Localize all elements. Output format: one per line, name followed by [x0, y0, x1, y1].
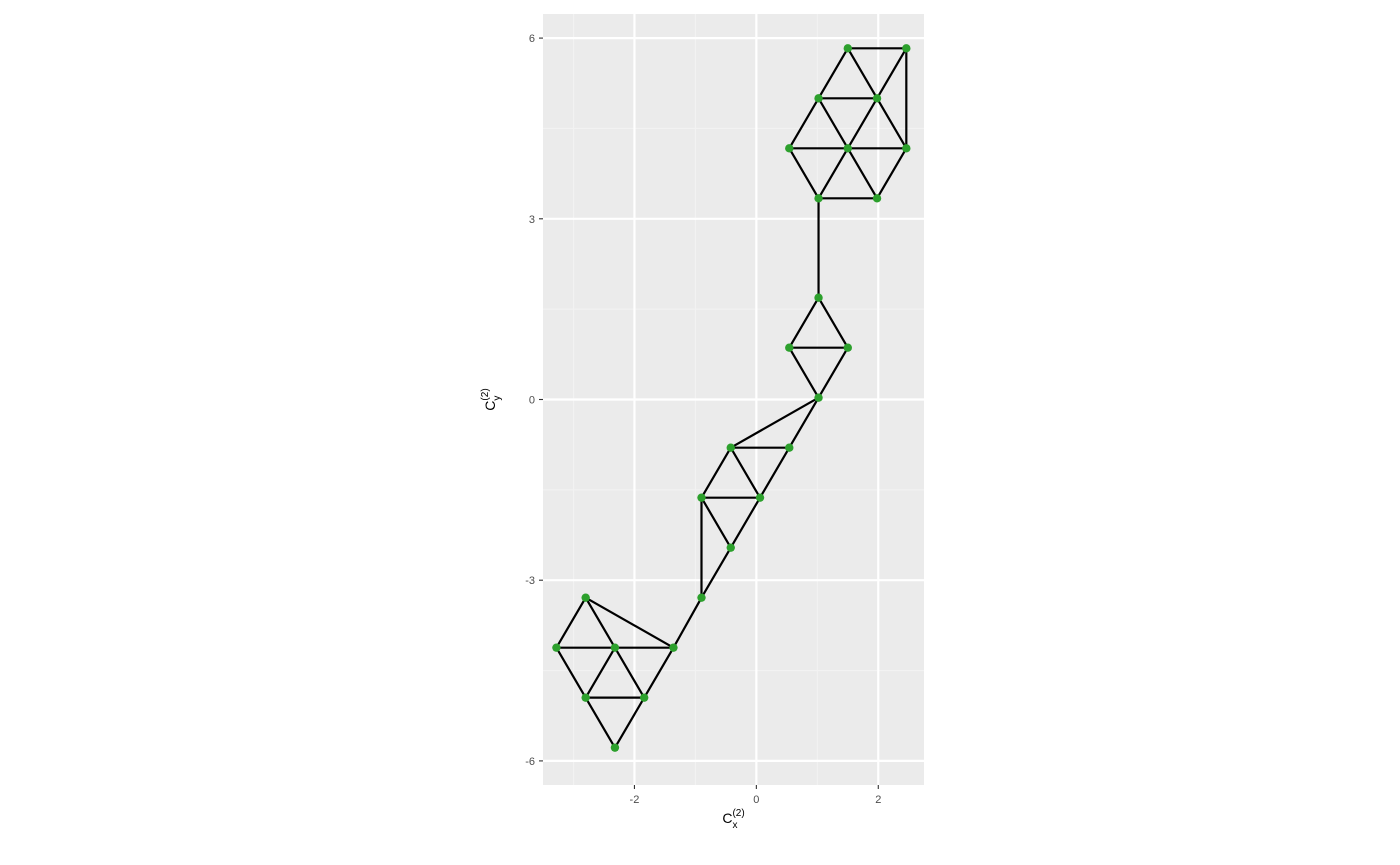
graph-edges — [555, 47, 908, 749]
graph-edge — [584, 596, 617, 649]
graph-edge — [729, 396, 820, 449]
graph-node — [552, 643, 561, 652]
graph-node — [814, 393, 823, 402]
graph-node — [785, 343, 794, 352]
y-axis-title: Cy(2) — [480, 388, 503, 410]
graph-edge — [613, 646, 646, 699]
graph-node — [785, 443, 794, 452]
x-tick-label: 0 — [753, 794, 759, 806]
graph-node — [581, 693, 590, 702]
graph-edge — [584, 696, 617, 749]
graph-edge — [788, 346, 820, 399]
graph-node — [814, 293, 823, 302]
x-tick-label: 2 — [875, 794, 881, 806]
graph-node — [726, 443, 735, 452]
graph-node — [610, 643, 620, 652]
major-gridlines — [543, 14, 924, 785]
graph-nodes — [552, 44, 911, 752]
graph-node — [902, 144, 911, 153]
graph-node — [697, 493, 706, 502]
graph-node — [639, 693, 649, 702]
graph-node — [610, 743, 620, 752]
graph-edge — [672, 596, 703, 649]
graph-node — [902, 44, 911, 53]
graph-edge — [817, 296, 849, 349]
graph-node — [581, 593, 590, 602]
graph-edge — [817, 346, 849, 399]
y-tick-label: 0 — [529, 395, 535, 407]
graph-edge — [555, 646, 587, 699]
graph-edge — [788, 296, 820, 349]
x-tick-label: -2 — [630, 794, 640, 806]
graph-node — [872, 194, 882, 203]
graph-node — [872, 94, 882, 103]
graph-edge — [729, 446, 762, 499]
graph-edge — [584, 596, 675, 649]
graph-edge — [758, 446, 791, 499]
graph-node — [814, 94, 823, 103]
x-axis: -2 0 2 — [630, 785, 881, 806]
graph-edge — [700, 546, 732, 599]
graph-node — [843, 144, 852, 153]
y-tick-label: -3 — [525, 575, 535, 587]
y-tick-label: 3 — [529, 214, 535, 226]
graph-node — [755, 493, 765, 502]
graph-edge — [817, 47, 849, 100]
y-tick-label: 6 — [529, 33, 535, 45]
graph-node — [843, 343, 852, 352]
graph-edge — [846, 97, 879, 150]
graph-edge — [846, 147, 879, 200]
graph-edge — [788, 396, 820, 449]
graph-edge — [875, 147, 908, 200]
graph-edge — [788, 147, 820, 200]
graph-edge — [788, 97, 820, 150]
graph-edge — [817, 147, 849, 200]
graph-edge — [643, 646, 675, 699]
y-tick-label: -6 — [525, 756, 535, 768]
graph-node — [843, 44, 852, 53]
graph-node — [697, 593, 706, 602]
graph-edge — [817, 97, 849, 150]
graph-edge — [700, 496, 732, 549]
graph-node — [814, 194, 823, 203]
graph-edge — [700, 446, 732, 499]
graph-edge — [875, 97, 908, 150]
graph-edge — [846, 47, 879, 100]
graph-edge — [875, 47, 908, 100]
graph-edge — [613, 696, 646, 749]
graph-edge — [729, 496, 762, 549]
graph-node — [726, 543, 735, 552]
graph-edge — [555, 596, 587, 649]
y-axis: -6 -3 0 3 6 — [525, 33, 543, 768]
x-axis-title: Cx(2) — [722, 808, 744, 831]
graph-edge — [584, 646, 617, 699]
graph-node — [785, 144, 794, 153]
graph-node — [669, 643, 678, 652]
